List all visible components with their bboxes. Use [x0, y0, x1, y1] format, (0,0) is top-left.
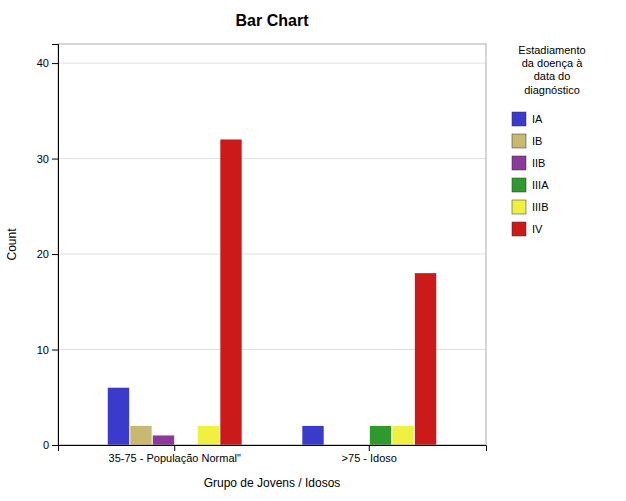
grid-line [58, 158, 486, 159]
axis-line [52, 45, 59, 446]
tick-label: 20 [37, 248, 49, 260]
tick-mark [52, 254, 58, 255]
x-tick: >75 - Idoso [342, 445, 397, 464]
plot-frame [58, 44, 486, 445]
bar [130, 426, 151, 445]
tick-mark [52, 159, 58, 160]
grid [58, 63, 486, 445]
grid-line [58, 254, 486, 255]
tick-mark [174, 445, 175, 451]
legend-swatch [512, 134, 526, 148]
y-tick: 30 [37, 153, 58, 165]
chart: 0 10 20 30 40 35-75 - População Normal" >75 - … [0, 0, 626, 501]
y-tick: 40 [37, 57, 58, 69]
legend-swatch [512, 156, 526, 170]
legend-item: IB [512, 134, 542, 148]
tick-mark [369, 445, 370, 451]
tick-mark [52, 63, 58, 64]
bar-series [108, 388, 324, 445]
y-tick: 10 [37, 344, 58, 356]
grid-line [58, 63, 486, 64]
tick-label: 35-75 - População Normal" [109, 452, 241, 464]
legend-swatch [512, 178, 526, 192]
tick-label: 0 [43, 439, 49, 451]
tick-label: 10 [37, 344, 49, 356]
legend-label: IIIA [532, 179, 549, 191]
legend-item: IV [512, 222, 543, 236]
plot: 0 10 20 30 40 35-75 - População Normal" >75 - … [37, 44, 487, 464]
bar [415, 273, 436, 445]
bars [108, 139, 436, 445]
legend: Estadiamentoda doença àdata dodiagnóstic… [512, 44, 586, 236]
x-tick: 35-75 - População Normal" [109, 445, 241, 464]
x-axis-label: Grupo de Jovens / Idosos [204, 476, 341, 490]
legend-swatch [512, 222, 526, 236]
legend-label: IB [532, 135, 542, 147]
y-tick: 20 [37, 248, 58, 260]
bar [153, 435, 174, 445]
legend-swatch [512, 200, 526, 214]
legend-item: IIIA [512, 178, 549, 192]
y-axis: 0 10 20 30 40 [37, 45, 59, 452]
tick-mark [52, 445, 58, 446]
tick-label: >75 - Idoso [342, 452, 397, 464]
bar-series [370, 426, 391, 445]
legend-label: IV [532, 223, 543, 235]
bar-series [130, 426, 151, 445]
tick-label: 30 [37, 153, 49, 165]
x-axis: 35-75 - População Normal" >75 - Idoso [59, 445, 487, 464]
tick-label: 40 [37, 57, 49, 69]
bar [302, 426, 323, 445]
legend-item: IIB [512, 156, 545, 170]
bar [370, 426, 391, 445]
legend-swatch [512, 112, 526, 126]
legend-label: IIIB [532, 201, 549, 213]
bar [108, 388, 129, 445]
legend-label: IIB [532, 157, 545, 169]
bar-series [220, 139, 436, 445]
legend-item: IA [512, 112, 543, 126]
legend-item: IIIB [512, 200, 549, 214]
bar [392, 426, 413, 445]
bar [220, 139, 241, 445]
bar [198, 426, 219, 445]
tick-mark [52, 350, 58, 351]
legend-title: Estadiamentoda doença àdata dodiagnóstic… [518, 44, 585, 96]
y-tick: 0 [43, 439, 58, 451]
axis-line [59, 446, 487, 452]
title: Bar Chart [236, 12, 310, 29]
legend-label: IA [532, 113, 543, 125]
y-axis-label: Count [5, 228, 19, 261]
bar-series [153, 435, 174, 445]
